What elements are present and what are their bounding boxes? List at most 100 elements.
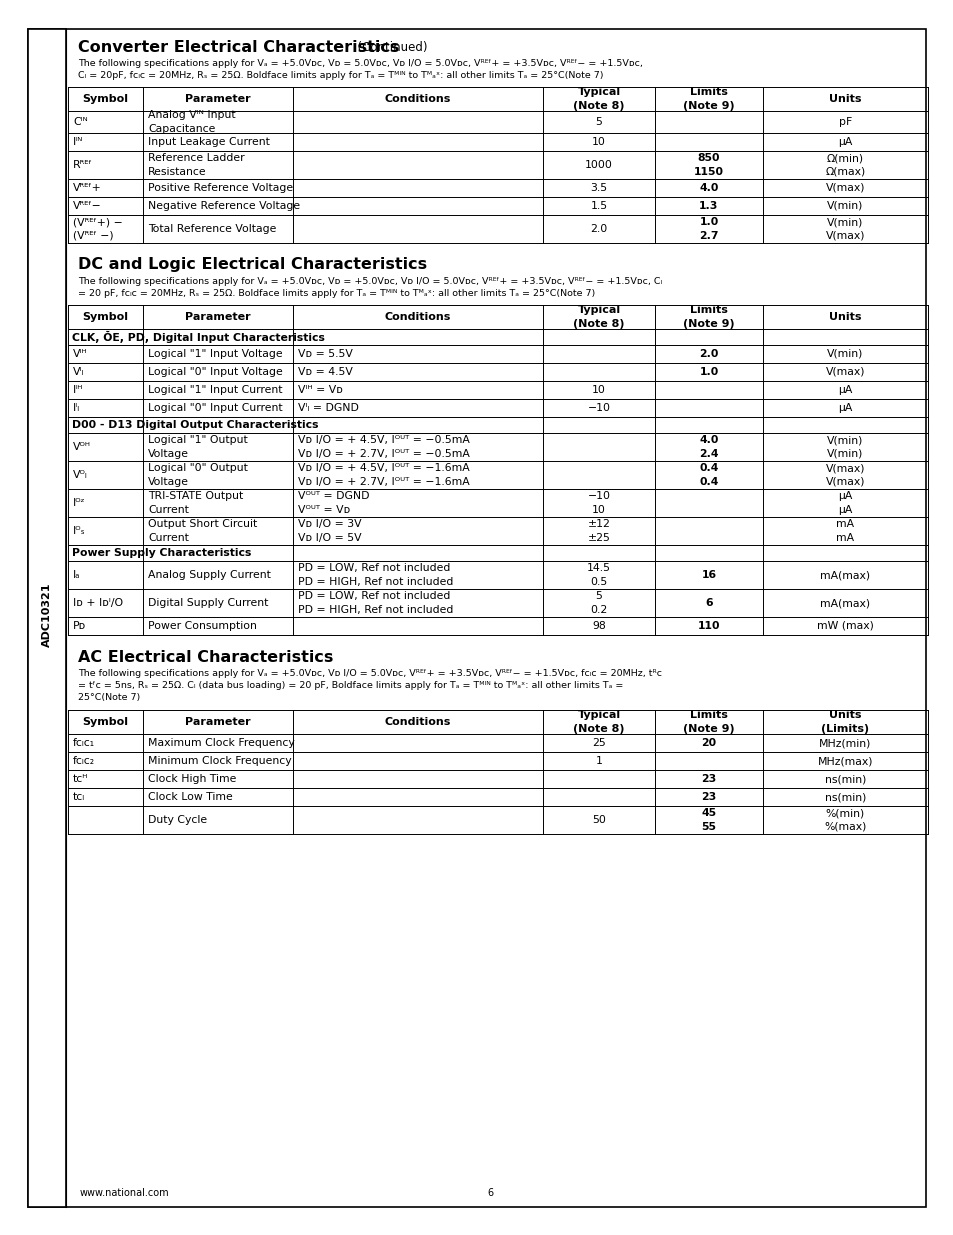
Text: DC and Logic Electrical Characteristics: DC and Logic Electrical Characteristics	[78, 258, 427, 273]
Text: 5
0.2: 5 0.2	[590, 592, 607, 615]
Text: Vᴼᴴ: Vᴼᴴ	[73, 442, 91, 452]
Text: Rᴿᴱᶠ: Rᴿᴱᶠ	[73, 161, 92, 170]
Text: tᴄᴴ: tᴄᴴ	[73, 774, 89, 784]
Text: 16: 16	[700, 571, 716, 580]
Text: Parameter: Parameter	[185, 94, 251, 104]
Text: mA(max): mA(max)	[820, 571, 870, 580]
Text: The following specifications apply for Vₐ = +5.0Vᴅᴄ, Vᴅ = 5.0Vᴅᴄ, Vᴅ I/O = 5.0Vᴅ: The following specifications apply for V…	[78, 59, 642, 68]
Text: Total Reference Voltage: Total Reference Voltage	[148, 224, 276, 233]
Text: Vᴵᴴ = Vᴅ: Vᴵᴴ = Vᴅ	[297, 385, 342, 395]
Text: 98: 98	[592, 621, 605, 631]
Text: Iᴵₗ: Iᴵₗ	[73, 403, 80, 412]
Text: 2.0: 2.0	[590, 224, 607, 233]
Text: Vᴅ = 4.5V: Vᴅ = 4.5V	[297, 367, 353, 377]
Text: Vᴅ = 5.5V: Vᴅ = 5.5V	[297, 350, 353, 359]
Text: 3.5: 3.5	[590, 183, 607, 193]
Text: μA: μA	[838, 403, 852, 412]
Text: ns(min): ns(min)	[824, 774, 865, 784]
Text: −10
10: −10 10	[587, 492, 610, 515]
Text: 1.5: 1.5	[590, 201, 607, 211]
Text: Power Consumption: Power Consumption	[148, 621, 256, 631]
Text: 14.5
0.5: 14.5 0.5	[586, 563, 610, 587]
Text: Input Leakage Current: Input Leakage Current	[148, 137, 270, 147]
Text: Symbol: Symbol	[82, 718, 129, 727]
Text: 1.0: 1.0	[699, 367, 718, 377]
Text: 6: 6	[704, 598, 712, 608]
Text: 2.0: 2.0	[699, 350, 718, 359]
Text: Logical "1" Output
Voltage: Logical "1" Output Voltage	[148, 436, 248, 458]
Text: Vᴵᴴ: Vᴵᴴ	[73, 350, 88, 359]
Text: Symbol: Symbol	[82, 94, 129, 104]
Text: Symbol: Symbol	[82, 312, 129, 322]
Text: Vᴵₗ = DGND: Vᴵₗ = DGND	[297, 403, 358, 412]
Text: Vᴿᴱᶠ+: Vᴿᴱᶠ+	[73, 183, 102, 193]
Text: 0.4
0.4: 0.4 0.4	[699, 463, 718, 487]
Text: 23: 23	[700, 792, 716, 802]
Text: Logical "0" Input Current: Logical "0" Input Current	[148, 403, 282, 412]
Text: Reference Ladder
Resistance: Reference Ladder Resistance	[148, 153, 244, 177]
Text: mA(max): mA(max)	[820, 598, 870, 608]
Text: TRI-STATE Output
Current: TRI-STATE Output Current	[148, 492, 243, 515]
Text: Conditions: Conditions	[384, 94, 451, 104]
Text: Clock Low Time: Clock Low Time	[148, 792, 233, 802]
Text: 4.0
2.4: 4.0 2.4	[699, 436, 718, 458]
Text: Vᴅ I/O = + 4.5V, Iᴼᵁᵀ = −1.6mA
Vᴅ I/O = + 2.7V, Iᴼᵁᵀ = −1.6mA: Vᴅ I/O = + 4.5V, Iᴼᵁᵀ = −1.6mA Vᴅ I/O = …	[297, 463, 469, 487]
Text: Typical
(Note 8): Typical (Note 8)	[573, 305, 624, 329]
Text: %(min)
%(max): %(min) %(max)	[823, 809, 865, 831]
Text: μA: μA	[838, 137, 852, 147]
Text: −10: −10	[587, 403, 610, 412]
Text: Analog Supply Current: Analog Supply Current	[148, 571, 271, 580]
Text: Positive Reference Voltage: Positive Reference Voltage	[148, 183, 293, 193]
Text: Limits
(Note 9): Limits (Note 9)	[682, 710, 734, 734]
Text: 50: 50	[592, 815, 605, 825]
Text: Power Supply Characteristics: Power Supply Characteristics	[71, 548, 251, 558]
Text: Parameter: Parameter	[185, 312, 251, 322]
Text: 110: 110	[697, 621, 720, 631]
Text: 20: 20	[700, 739, 716, 748]
Text: Logical "1" Input Current: Logical "1" Input Current	[148, 385, 282, 395]
Text: Ω(min)
Ω(max): Ω(min) Ω(max)	[824, 153, 864, 177]
Text: V(min)
V(max): V(min) V(max)	[825, 217, 864, 241]
Text: Vᴅ I/O = 3V
Vᴅ I/O = 5V: Vᴅ I/O = 3V Vᴅ I/O = 5V	[297, 520, 361, 542]
Text: = tᶠᴄ = 5ns, Rₛ = 25Ω. Cₗ (data bus loading) = 20 pF, Boldface limits apply for : = tᶠᴄ = 5ns, Rₛ = 25Ω. Cₗ (data bus load…	[78, 680, 622, 690]
Text: Units: Units	[828, 94, 861, 104]
Text: MHz(max): MHz(max)	[817, 756, 872, 766]
Text: PD = LOW, Ref not included
PD = HIGH, Ref not included: PD = LOW, Ref not included PD = HIGH, Re…	[297, 592, 453, 615]
Text: MHz(min): MHz(min)	[819, 739, 871, 748]
Text: Iᴅ + Iᴅᴵ/O: Iᴅ + Iᴅᴵ/O	[73, 598, 123, 608]
Text: ns(min): ns(min)	[824, 792, 865, 802]
Text: PD = LOW, Ref not included
PD = HIGH, Ref not included: PD = LOW, Ref not included PD = HIGH, Re…	[297, 563, 453, 587]
Text: CLK, ŎE, PD, Digital Input Characteristics: CLK, ŎE, PD, Digital Input Characteristi…	[71, 331, 325, 343]
Text: Units: Units	[828, 312, 861, 322]
Text: Iₐ: Iₐ	[73, 571, 80, 580]
Text: Conditions: Conditions	[384, 718, 451, 727]
Text: V(max): V(max)	[825, 367, 864, 377]
Text: V(max)
V(max): V(max) V(max)	[825, 463, 864, 487]
Text: μA: μA	[838, 385, 852, 395]
Text: Negative Reference Voltage: Negative Reference Voltage	[148, 201, 300, 211]
Text: 1000: 1000	[584, 161, 612, 170]
Text: V(min): V(min)	[826, 201, 862, 211]
Text: ADC10321: ADC10321	[42, 583, 52, 647]
Text: Clock High Time: Clock High Time	[148, 774, 236, 784]
Text: mW (max): mW (max)	[816, 621, 873, 631]
Text: 6: 6	[486, 1188, 493, 1198]
Text: Iᴼᶻ: Iᴼᶻ	[73, 498, 86, 508]
Text: Iᴵᴴ: Iᴵᴴ	[73, 385, 83, 395]
Text: D00 - D13 Digital Output Characteristics: D00 - D13 Digital Output Characteristics	[71, 420, 318, 430]
Text: = 20 pF, fᴄₗᴄ = 20MHz, Rₛ = 25Ω. Boldface limits apply for Tₐ = Tᴹᴵᴺ to Tᴹₐˣ: al: = 20 pF, fᴄₗᴄ = 20MHz, Rₛ = 25Ω. Boldfac…	[78, 289, 595, 298]
Text: Output Short Circuit
Current: Output Short Circuit Current	[148, 520, 257, 542]
Text: 10: 10	[592, 385, 605, 395]
Text: Vᴼₗ: Vᴼₗ	[73, 471, 88, 480]
Text: 1.3: 1.3	[699, 201, 718, 211]
Text: (Vᴿᴱᶠ+) −
(Vᴿᴱᶠ −): (Vᴿᴱᶠ+) − (Vᴿᴱᶠ −)	[73, 217, 123, 241]
Text: (Continued): (Continued)	[350, 41, 427, 53]
Text: 25°C(Note 7): 25°C(Note 7)	[78, 693, 140, 701]
Text: AC Electrical Characteristics: AC Electrical Characteristics	[78, 650, 333, 664]
Text: Typical
(Note 8): Typical (Note 8)	[573, 710, 624, 734]
Text: V(max): V(max)	[825, 183, 864, 193]
Text: www.national.com: www.national.com	[80, 1188, 170, 1198]
Text: Vᴼᵁᵀ = DGND
Vᴼᵁᵀ = Vᴅ: Vᴼᵁᵀ = DGND Vᴼᵁᵀ = Vᴅ	[297, 492, 369, 515]
Text: Limits
(Note 9): Limits (Note 9)	[682, 88, 734, 111]
Text: 1.0
2.7: 1.0 2.7	[699, 217, 718, 241]
